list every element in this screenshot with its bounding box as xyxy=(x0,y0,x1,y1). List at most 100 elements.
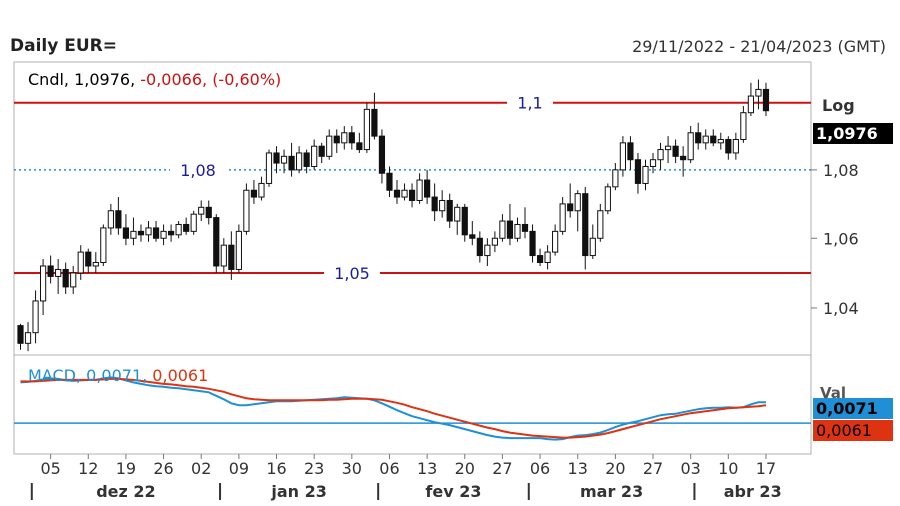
candle-body xyxy=(85,251,92,267)
candle-body xyxy=(559,203,566,232)
y-tick-label-0: 1,08 xyxy=(823,161,859,180)
candle-body xyxy=(318,145,325,157)
price-legend: Cndl, 1,0976, -0,0066, (-0,60%) xyxy=(28,70,281,89)
candle-body xyxy=(198,206,205,215)
candle-body xyxy=(567,203,574,212)
candle-body xyxy=(378,135,386,174)
series-macd xyxy=(20,376,766,441)
candle-body xyxy=(612,169,619,188)
candle-body xyxy=(454,206,461,222)
candle-body xyxy=(183,223,190,232)
macd-value-badge xyxy=(813,398,893,419)
x-tick-label-12: 27 xyxy=(492,459,512,478)
candle-body xyxy=(280,155,288,164)
candle-body xyxy=(461,206,468,236)
price-y-axis: 1,08 1,06 1,04 xyxy=(811,161,859,318)
candle-body xyxy=(62,268,69,288)
candle-body xyxy=(363,108,370,151)
candle-body xyxy=(552,230,559,253)
candle-body xyxy=(235,230,242,270)
candle-body xyxy=(416,179,423,201)
level-label-2: 1,05 xyxy=(334,264,370,283)
candle-body xyxy=(213,217,220,267)
month-label-1: jan 23 xyxy=(270,482,327,501)
candle-body xyxy=(424,179,431,198)
candles xyxy=(17,79,770,352)
candle-body xyxy=(160,230,167,239)
candle-body xyxy=(574,193,581,212)
candle-body xyxy=(77,251,84,274)
x-tick-label-15: 20 xyxy=(605,459,625,478)
candle-body xyxy=(273,152,280,164)
candle-body xyxy=(311,145,318,167)
month-label-2: fev 23 xyxy=(425,482,481,501)
candle-body xyxy=(582,193,589,257)
candle-body xyxy=(747,95,755,114)
candle-body xyxy=(514,223,521,239)
level-label-bg-1 xyxy=(170,159,226,180)
chart-title: Daily EUR= xyxy=(10,36,117,56)
candle-body xyxy=(695,132,702,144)
candle-body xyxy=(717,138,724,144)
candle-body xyxy=(130,230,137,239)
candle-body xyxy=(371,108,378,137)
x-tick-label-14: 13 xyxy=(568,459,588,478)
candle-body xyxy=(401,189,408,198)
x-tick-label-16: 27 xyxy=(643,459,663,478)
candle-body xyxy=(145,227,152,236)
candle-body xyxy=(137,230,145,236)
candle-body xyxy=(356,142,363,151)
candle-body xyxy=(672,145,679,157)
candle-body xyxy=(303,152,310,167)
x-tick-label-8: 30 xyxy=(342,459,362,478)
candle-body xyxy=(702,135,709,144)
candle-body xyxy=(687,132,694,161)
price-panel-frame xyxy=(13,61,812,356)
candle-body xyxy=(258,182,265,198)
y-tick-label-1: 1,06 xyxy=(823,229,859,248)
candle-body xyxy=(604,186,611,212)
candle-body xyxy=(627,142,634,161)
candle-body xyxy=(762,88,770,112)
x-tick-label-10: 13 xyxy=(417,459,437,478)
candle-body xyxy=(92,262,99,267)
scale-type-label: Log xyxy=(822,96,855,115)
candle-body xyxy=(70,272,77,288)
macd-legend: MACD, 0,0071, 0,0061 xyxy=(28,366,208,385)
candle-body xyxy=(740,112,747,140)
candle-body xyxy=(288,155,295,171)
level-label-1: 1,08 xyxy=(180,161,216,180)
candle-body xyxy=(506,220,514,239)
candle-body xyxy=(17,325,24,344)
candle-body xyxy=(597,210,604,239)
x-tick-label-3: 26 xyxy=(153,459,173,478)
x-tick-label-11: 20 xyxy=(455,459,475,478)
candle-body xyxy=(341,132,348,144)
candle-body xyxy=(168,230,175,236)
candle-body xyxy=(107,210,114,229)
x-tick-label-1: 12 xyxy=(78,459,98,478)
x-tick-label-17: 03 xyxy=(680,459,700,478)
candle-body xyxy=(190,213,197,232)
x-tick-label-5: 09 xyxy=(229,459,249,478)
candle-body xyxy=(634,159,642,184)
month-label-4: abr 23 xyxy=(724,482,782,501)
candle-body xyxy=(484,244,491,257)
x-tick-label-7: 23 xyxy=(304,459,324,478)
last-price-label: 1,0976 xyxy=(816,124,878,143)
candle-body xyxy=(619,142,626,171)
x-tick-label-13: 06 xyxy=(530,459,550,478)
candle-body xyxy=(115,210,122,229)
candle-body xyxy=(265,152,273,184)
candle-body xyxy=(47,265,54,277)
candle-body xyxy=(175,223,182,236)
candle-body xyxy=(664,145,672,151)
x-axis: 05 12 19 26 02 09 16 23 30 06 13 20 27 06 13 20 27 03 10 17… xyxy=(30,454,782,501)
x-tick-label-19: 17 xyxy=(756,459,776,478)
candle-body xyxy=(250,189,258,198)
x-tick-label-18: 10 xyxy=(718,459,738,478)
candle-body xyxy=(393,189,401,198)
candle-body xyxy=(243,189,250,232)
x-tick-label-0: 05 xyxy=(40,459,60,478)
